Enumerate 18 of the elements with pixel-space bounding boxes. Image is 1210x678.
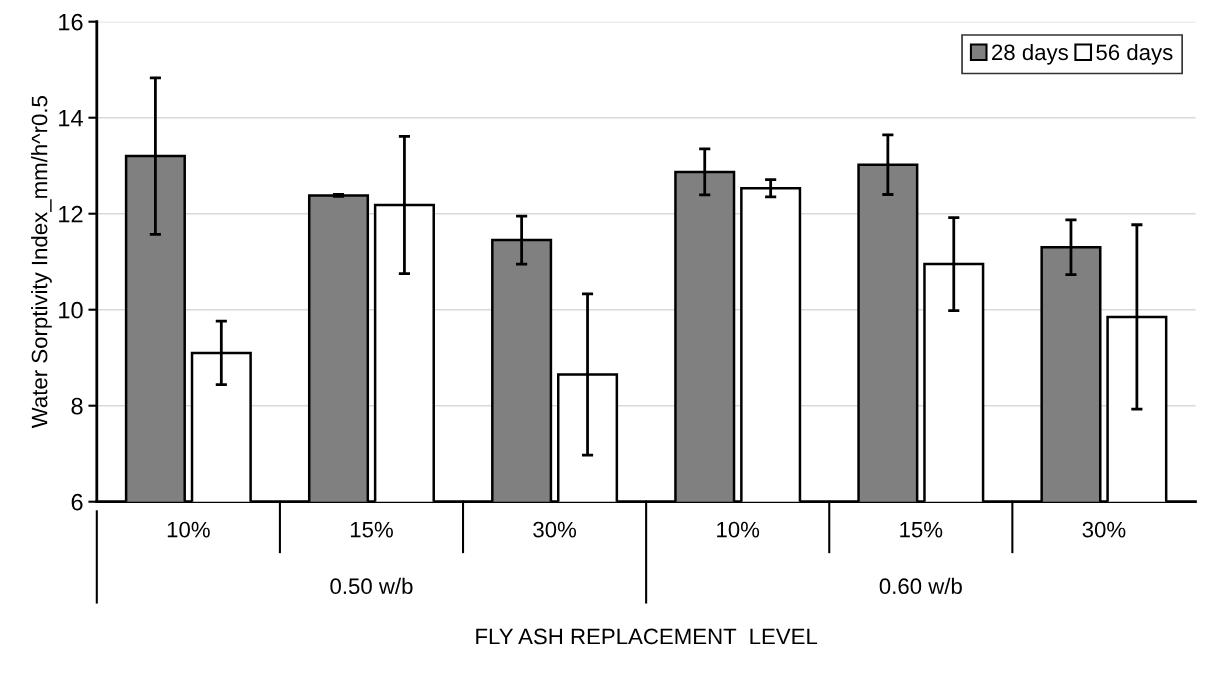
y-tick-label: 12	[59, 205, 83, 223]
y-tick-label: 6	[71, 493, 83, 511]
x-axis-title: FLY ASH REPLACEMENT LEVEL	[476, 628, 818, 645]
x-tick-label: 30%	[533, 521, 577, 538]
legend-label: 28 days	[992, 43, 1068, 65]
x-tick-label: 10%	[167, 521, 210, 538]
x-tick-label: 30%	[1082, 521, 1126, 538]
y-tick-label: 14	[59, 110, 83, 127]
y-tick-label: 16	[59, 13, 83, 31]
text: 0.50 w/b	[330, 577, 413, 595]
x-tick-label: 15%	[900, 521, 943, 538]
text: 0.60 w/b	[879, 577, 962, 595]
legend-label: 56 days	[1096, 43, 1173, 65]
y-tick-label: 10	[59, 301, 83, 319]
y-axis-title: Water Sorptivity Index_mm/h^r0.5	[31, 96, 52, 429]
y-tick-label: 8	[71, 397, 83, 415]
x-tick-label: 10%	[717, 521, 760, 538]
x-tick-label: 15%	[350, 521, 393, 538]
